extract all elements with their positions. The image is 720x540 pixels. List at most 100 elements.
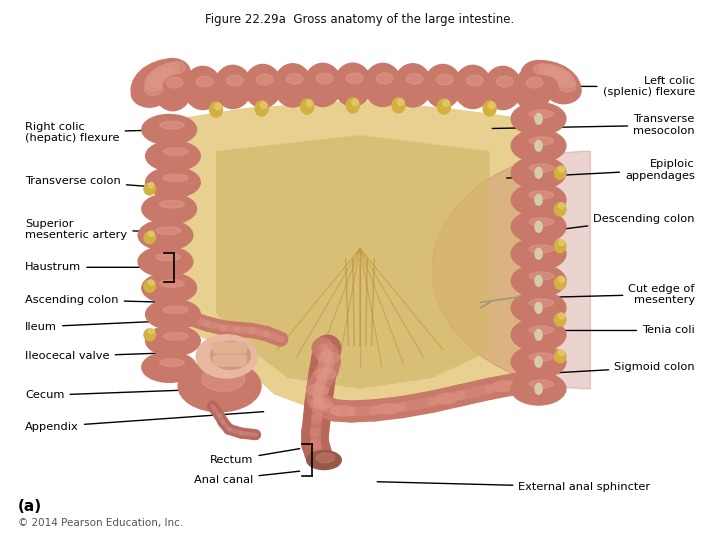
Ellipse shape xyxy=(558,77,575,88)
Text: Figure 22.29a  Gross anatomy of the large intestine.: Figure 22.29a Gross anatomy of the large… xyxy=(205,14,515,26)
Ellipse shape xyxy=(511,157,566,189)
Ellipse shape xyxy=(511,373,566,405)
Ellipse shape xyxy=(261,102,267,109)
Ellipse shape xyxy=(532,62,567,88)
Ellipse shape xyxy=(144,232,156,244)
Ellipse shape xyxy=(554,350,566,363)
Ellipse shape xyxy=(145,326,200,356)
Ellipse shape xyxy=(526,77,543,88)
Ellipse shape xyxy=(529,272,554,280)
Ellipse shape xyxy=(156,227,181,234)
Ellipse shape xyxy=(210,341,251,369)
Ellipse shape xyxy=(549,68,567,78)
Ellipse shape xyxy=(443,100,449,106)
Ellipse shape xyxy=(142,352,197,382)
Ellipse shape xyxy=(559,239,564,245)
Ellipse shape xyxy=(554,203,566,216)
Ellipse shape xyxy=(397,99,404,105)
Ellipse shape xyxy=(142,194,197,224)
Ellipse shape xyxy=(316,73,333,84)
Ellipse shape xyxy=(493,381,515,392)
Text: (a): (a) xyxy=(18,499,42,514)
Text: Transverse colon: Transverse colon xyxy=(25,176,181,189)
Ellipse shape xyxy=(163,174,188,181)
Ellipse shape xyxy=(160,200,184,208)
Ellipse shape xyxy=(145,75,163,87)
Ellipse shape xyxy=(529,218,554,226)
Ellipse shape xyxy=(529,164,554,172)
Ellipse shape xyxy=(160,122,184,129)
Ellipse shape xyxy=(196,335,258,378)
Ellipse shape xyxy=(334,63,372,106)
Text: Transverse
mesocolon: Transverse mesocolon xyxy=(492,114,695,136)
Ellipse shape xyxy=(534,64,551,75)
Ellipse shape xyxy=(135,68,171,95)
Ellipse shape xyxy=(184,66,222,110)
Text: Ileum: Ileum xyxy=(25,320,192,332)
Ellipse shape xyxy=(541,67,575,93)
Ellipse shape xyxy=(306,100,312,106)
Ellipse shape xyxy=(511,292,566,324)
Ellipse shape xyxy=(544,70,579,96)
Ellipse shape xyxy=(168,62,186,73)
Ellipse shape xyxy=(351,99,359,105)
Ellipse shape xyxy=(145,141,200,171)
Ellipse shape xyxy=(202,367,245,391)
Ellipse shape xyxy=(161,63,179,75)
Ellipse shape xyxy=(511,346,566,378)
Text: Rectum: Rectum xyxy=(210,449,300,465)
Ellipse shape xyxy=(144,329,156,341)
Ellipse shape xyxy=(145,167,200,198)
Ellipse shape xyxy=(554,276,566,289)
Ellipse shape xyxy=(138,220,193,251)
Ellipse shape xyxy=(166,77,183,88)
Text: Anal canal: Anal canal xyxy=(194,471,300,484)
Ellipse shape xyxy=(559,166,564,172)
Ellipse shape xyxy=(163,306,188,314)
Ellipse shape xyxy=(145,299,200,329)
Ellipse shape xyxy=(255,101,268,116)
Ellipse shape xyxy=(521,60,556,86)
Ellipse shape xyxy=(511,130,566,162)
Text: Ileocecal valve: Ileocecal valve xyxy=(25,352,188,361)
Ellipse shape xyxy=(148,231,154,237)
Text: Epiploic
appendages: Epiploic appendages xyxy=(507,159,695,181)
Text: Ascending colon: Ascending colon xyxy=(25,295,170,305)
Ellipse shape xyxy=(559,276,564,282)
Ellipse shape xyxy=(529,245,554,253)
Ellipse shape xyxy=(535,248,542,259)
Ellipse shape xyxy=(287,73,303,84)
Text: © 2014 Pearson Education, Inc.: © 2014 Pearson Education, Inc. xyxy=(18,518,184,528)
Ellipse shape xyxy=(511,211,566,243)
Ellipse shape xyxy=(144,183,156,195)
Ellipse shape xyxy=(301,99,314,114)
Ellipse shape xyxy=(318,352,340,363)
Ellipse shape xyxy=(163,147,188,155)
Text: Left colic
(splenic) flexure: Left colic (splenic) flexure xyxy=(539,76,695,97)
Ellipse shape xyxy=(488,102,495,109)
Ellipse shape xyxy=(304,63,341,106)
Ellipse shape xyxy=(406,73,423,84)
PathPatch shape xyxy=(180,84,526,99)
Ellipse shape xyxy=(539,64,557,75)
Ellipse shape xyxy=(511,265,566,297)
Ellipse shape xyxy=(160,359,184,367)
Ellipse shape xyxy=(154,58,190,85)
Ellipse shape xyxy=(131,76,167,103)
Ellipse shape xyxy=(529,380,554,388)
Ellipse shape xyxy=(148,71,166,83)
Text: Haustrum: Haustrum xyxy=(25,262,161,272)
Ellipse shape xyxy=(554,313,566,326)
Ellipse shape xyxy=(210,102,222,117)
Ellipse shape xyxy=(156,253,181,261)
Ellipse shape xyxy=(424,64,462,107)
Ellipse shape xyxy=(436,74,453,85)
Ellipse shape xyxy=(138,246,193,276)
Ellipse shape xyxy=(454,65,492,109)
Ellipse shape xyxy=(484,66,521,110)
Wedge shape xyxy=(432,151,590,389)
Ellipse shape xyxy=(535,356,542,367)
FancyBboxPatch shape xyxy=(213,342,246,353)
Ellipse shape xyxy=(197,76,213,87)
Ellipse shape xyxy=(511,238,566,270)
